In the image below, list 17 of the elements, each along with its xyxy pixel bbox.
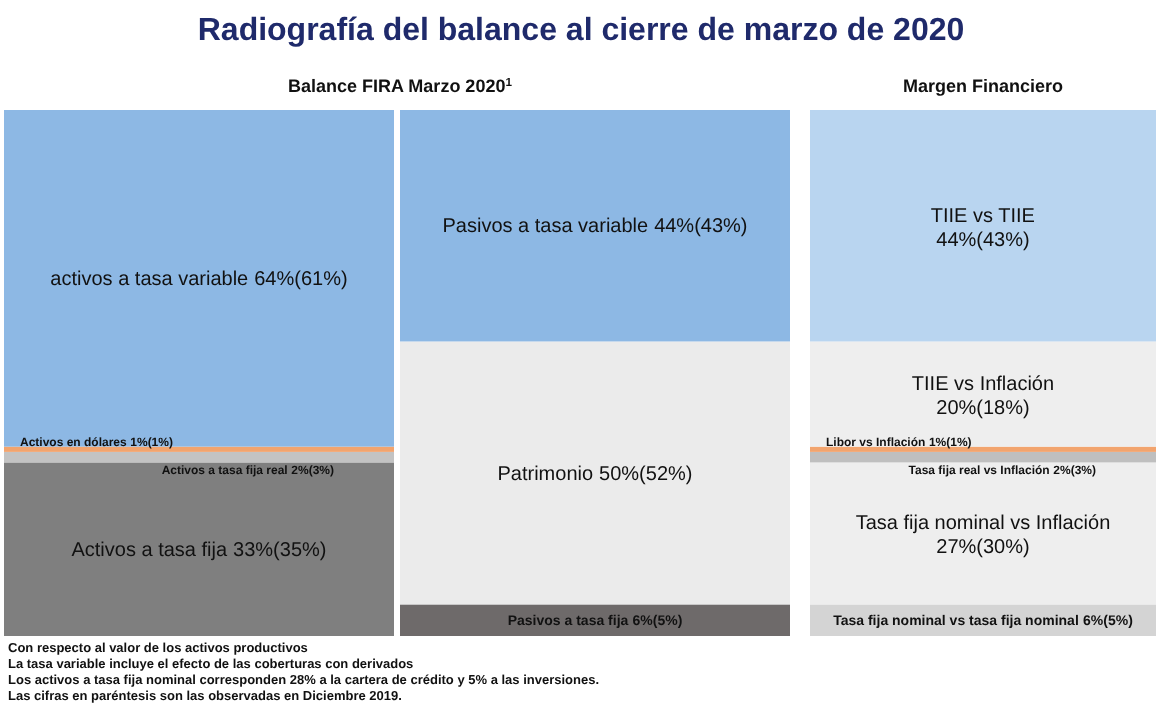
data-label: 44%(43%) [936, 229, 1030, 252]
series-label: Patrimonio [497, 463, 594, 486]
series-label: TIIE vs TIIE [930, 205, 1036, 228]
data-label: 33%(35%) [233, 539, 327, 562]
chart-subtitle: Balance FIRA Marzo 2020$^{1}$ [288, 76, 514, 96]
series-label: activos a tasa variable [50, 268, 250, 291]
series-label: TIIE vs Inflación [911, 374, 1055, 397]
data-label: 20%(18%) [936, 398, 1030, 421]
series-label: Activos a tasa fija [71, 539, 228, 562]
data-label: 44%(43%) [654, 216, 748, 239]
chart-title: Margen Financiero [902, 76, 1065, 96]
data-label: 50%(52%) [599, 463, 693, 486]
text: Radiografía del balance al cierre de marzo de 2020 [197, 14, 965, 48]
data-label: 27%(30%) [936, 537, 1030, 560]
series-label: Tasa fija nominal vs Inflación [855, 513, 1111, 536]
series-label: Pasivos a tasa variable [442, 216, 650, 239]
data-label: 64%(61%) [254, 268, 348, 291]
